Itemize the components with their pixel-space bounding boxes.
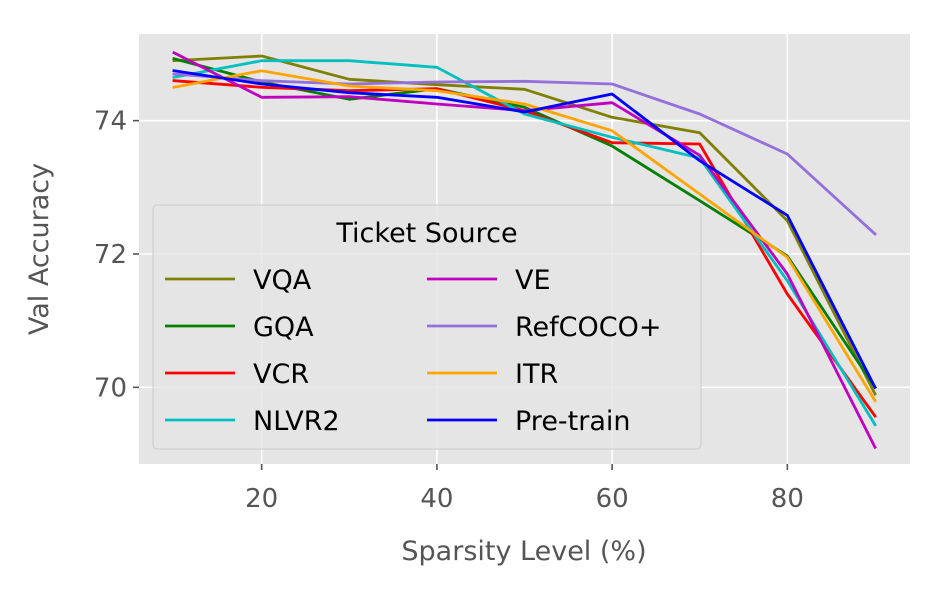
- legend-item-pre-train: Pre-train: [427, 406, 631, 437]
- series-line-itr: [172, 69, 877, 403]
- series-line-pre-train: [172, 69, 877, 390]
- x-tick-label: 20: [245, 484, 278, 514]
- x-axis-label: Sparsity Level (%): [401, 536, 646, 567]
- legend-item-vcr: VCR: [165, 359, 309, 390]
- x-tick-label: 60: [596, 484, 629, 514]
- y-tick-label: 72: [94, 240, 127, 270]
- legend-label: ITR: [515, 359, 558, 390]
- y-tick-label: 70: [94, 373, 127, 403]
- legend-label: VCR: [253, 359, 309, 390]
- legend-item-itr: ITR: [427, 359, 558, 390]
- series-line-vqa: [172, 54, 877, 396]
- x-tick-label: 40: [420, 484, 453, 514]
- legend-label: VE: [515, 265, 551, 296]
- legend-label: RefCOCO+: [515, 312, 662, 343]
- legend-item-gqa: GQA: [165, 312, 314, 343]
- y-axis-label: Val Accuracy: [24, 163, 55, 335]
- series-lines: [172, 50, 877, 450]
- legend-label: GQA: [253, 312, 314, 343]
- legend-item-vqa: VQA: [165, 265, 312, 296]
- x-axis-ticks: 20 40 60 80: [245, 464, 804, 514]
- legend-label: VQA: [253, 265, 312, 296]
- legend-item-refcoco: RefCOCO+: [427, 312, 662, 343]
- series-line-refcoco: [172, 72, 877, 236]
- legend: Ticket Source VQA GQA VCR NLVR2 VE RefCOCO+ IT…: [152, 204, 702, 450]
- y-tick-label: 74: [94, 107, 127, 137]
- x-tick-label: 80: [771, 484, 804, 514]
- y-axis-ticks: 70 72 74: [94, 107, 139, 403]
- legend-entries: VQA GQA VCR NLVR2 VE RefCOCO+ ITR Pre-train: [165, 265, 662, 437]
- legend-label: Pre-train: [515, 406, 631, 437]
- legend-label: NLVR2: [253, 406, 340, 437]
- series-line-nlvr2: [172, 59, 877, 427]
- legend-item-nlvr2: NLVR2: [165, 406, 340, 437]
- legend-title: Ticket Source: [335, 218, 517, 249]
- legend-item-ve: VE: [427, 265, 551, 296]
